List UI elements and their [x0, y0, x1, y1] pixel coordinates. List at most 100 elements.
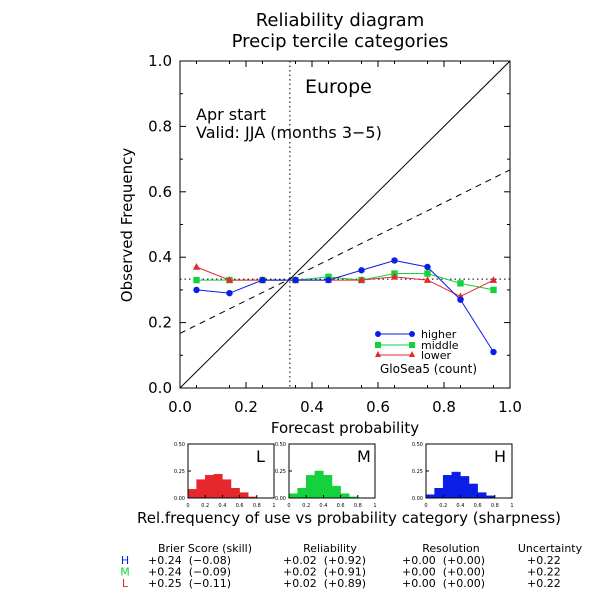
histogram-y-tick-label: 0.25	[174, 469, 185, 475]
legend-label-higher: higher	[421, 328, 457, 341]
histogram-bar	[434, 488, 444, 499]
histogram-middle: 0.50 0.25 0.000 0.2 0.4 0.6 0.8 1 M	[275, 442, 377, 509]
histogram-x-tick-label: 0.6	[236, 503, 244, 509]
histogram-bar	[442, 475, 453, 499]
series-line-lower	[196, 266, 494, 297]
y-tick-label: 0.2	[148, 314, 172, 332]
legend: higher middle lower GloSea5 (count)	[375, 328, 477, 376]
histogram-y-tick-label: 0.00	[412, 496, 423, 502]
histogram-x-tick-label: 0.8	[354, 503, 362, 509]
histogram-y-tick-label: 0.50	[412, 442, 423, 448]
score-row-label: H	[121, 554, 129, 567]
point-higher	[193, 286, 200, 294]
histogram-bar	[460, 476, 470, 499]
reliability-plot: 0.0 0.2 0.4 0.6 0.8 1.0 0.0 0.2 0.4 0.6 0.8 1.0 Eur…	[118, 52, 522, 437]
score-cell: +0.02 (+0.92)	[283, 554, 366, 567]
histogram-bar	[213, 473, 223, 499]
histogram-bar	[314, 470, 324, 499]
histogram-y-tick-label: 0.25	[275, 469, 286, 475]
score-row: L +0.25 (−0.11) +0.02 (+0.89) +0.00 (+0.00)…	[122, 577, 561, 590]
histogram-bar	[187, 489, 197, 499]
point-higher	[292, 276, 299, 284]
x-tick-label: 1.0	[498, 398, 522, 416]
header-brier: Brier Score (skill)	[158, 542, 252, 555]
score-cell: +0.02 (+0.89)	[283, 577, 366, 590]
histogram-y-tick-label: 0.25	[412, 469, 423, 475]
start-label: Apr start	[196, 105, 266, 124]
point-lower	[390, 272, 399, 280]
legend-marker-higher	[375, 331, 381, 337]
histogram-label: L	[256, 447, 265, 466]
histogram-x-tick-label: 0.6	[474, 503, 482, 509]
x-tick-label: 0.2	[234, 398, 258, 416]
x-tick-label: 0.4	[300, 398, 324, 416]
y-axis-label: Observed Frequency	[118, 148, 136, 303]
histogram-bar	[468, 483, 478, 499]
y-tick-label: 0.0	[148, 379, 172, 397]
score-cell: +0.22	[527, 577, 561, 590]
point-middle	[193, 276, 200, 284]
chart-subtitle: Precip tercile categories	[232, 31, 449, 52]
histogram-bar	[239, 492, 249, 499]
score-cell: +0.00 (+0.00)	[402, 566, 485, 579]
histogram-x-tick-label: 1	[272, 503, 275, 509]
legend-marker-lower	[375, 351, 381, 357]
point-lower	[357, 276, 366, 283]
histogram-x-tick-label: 0.2	[439, 503, 447, 509]
score-row-label: L	[122, 577, 129, 590]
x-tick-label: 0.0	[168, 398, 192, 416]
point-lower	[192, 263, 201, 270]
series-line-middle	[196, 273, 494, 291]
score-cell: +0.00 (+0.00)	[402, 577, 485, 590]
point-higher	[457, 296, 464, 303]
y-tick-label: 0.4	[148, 248, 172, 266]
histogram-bar	[477, 492, 487, 499]
histogram-label: M	[357, 447, 371, 466]
x-tick-label: 0.8	[432, 398, 456, 416]
histogram-y-tick-label: 0.50	[275, 442, 286, 448]
header-resolution: Resolution	[422, 542, 480, 555]
histogram-bar	[340, 493, 350, 499]
histogram-x-tick-label: 0	[287, 503, 290, 509]
point-middle	[424, 270, 431, 277]
point-higher	[391, 257, 398, 264]
y-tick-label: 0.6	[148, 183, 172, 201]
legend-label-middle: middle	[421, 339, 459, 352]
x-tick-label: 0.6	[366, 398, 390, 416]
header-reliability: Reliability	[303, 542, 357, 555]
legend-marker-lower-end	[409, 351, 415, 357]
histogram-bar	[204, 475, 215, 499]
histogram-x-tick-label: 0.4	[319, 503, 327, 509]
histogram-bar	[230, 488, 240, 499]
histogram-x-tick-label: 1	[373, 503, 376, 509]
histogram-bar	[297, 488, 307, 499]
histogram-x-tick-label: 0.8	[491, 503, 499, 509]
histogram-x-tick-label: 0	[186, 503, 189, 509]
score-row-label: M	[120, 566, 130, 579]
histogram-y-tick-label: 0.00	[275, 496, 286, 502]
score-cell: +0.00 (+0.00)	[402, 554, 485, 567]
point-middle	[490, 286, 497, 294]
histogram-x-tick-label: 1	[510, 503, 513, 509]
region-label: Europe	[305, 76, 372, 98]
point-lower	[423, 276, 432, 283]
histogram-lower: 0.50 0.25 0.000 0.2 0.4 0.6 0.8 1 L	[174, 442, 276, 509]
point-higher	[226, 289, 233, 297]
legend-marker-middle-end	[409, 342, 415, 348]
histogram-x-tick-label: 0.8	[253, 503, 261, 509]
histogram-bar	[323, 475, 333, 499]
perfect-reliability-line	[179, 60, 511, 389]
histogram-bar	[196, 479, 206, 499]
point-lower	[489, 276, 498, 283]
score-table: Brier Score (skill) Reliability Resoluti…	[120, 542, 582, 590]
point-higher	[259, 276, 266, 284]
sharpness-histograms: 0.500.250.000 0.2 0.4 0.6 0.8 1L0.500.250.000…	[174, 442, 514, 509]
point-higher	[424, 263, 431, 271]
score-cell: +0.22	[527, 566, 561, 579]
legend-marker-higher-end	[409, 331, 415, 337]
point-lower	[225, 276, 234, 283]
series-line-higher	[196, 259, 494, 353]
point-higher	[358, 267, 365, 274]
histogram-bar	[222, 479, 232, 499]
score-cell: +0.25 (−0.11)	[148, 577, 231, 590]
